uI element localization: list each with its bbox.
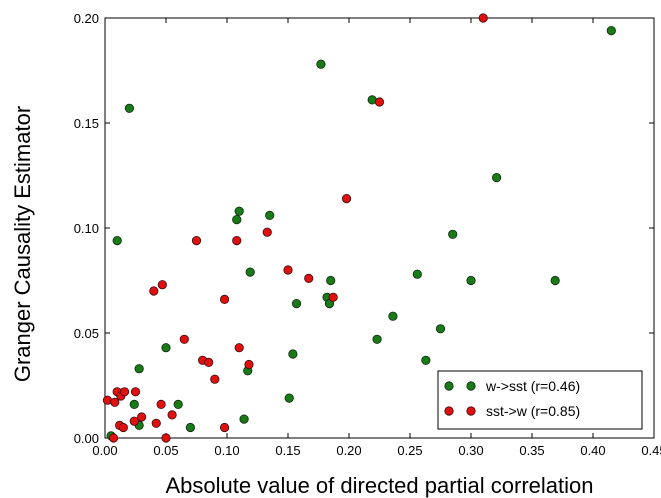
point-sst-w <box>374 97 385 107</box>
point-w-sst <box>288 349 298 359</box>
point-sst-w <box>219 422 230 433</box>
legend-frame <box>437 370 643 430</box>
plot-area: 0.00 0.05 0.10 0.15 0.20 0.25 0.30 0.35 0.40 0.45… <box>74 11 661 458</box>
legend-marker-sst-w-a <box>444 406 454 416</box>
point-w-sst <box>245 267 255 277</box>
x-tick-label: 0.40 <box>580 443 605 458</box>
point-sst-w <box>179 334 189 344</box>
point-sst-w <box>156 399 166 409</box>
x-tick-label: 0.35 <box>519 443 544 458</box>
point-sst-w <box>219 294 230 304</box>
point-w-sst <box>326 275 336 286</box>
point-w-sst <box>372 334 382 344</box>
point-w-sst <box>466 275 476 286</box>
legend-marker-w-sst-b <box>466 381 476 391</box>
point-sst-w <box>157 280 167 290</box>
point-w-sst <box>388 311 398 321</box>
point-w-sst <box>412 269 422 279</box>
point-w-sst <box>239 414 249 424</box>
data-points <box>102 13 616 443</box>
x-tick-label: 0.30 <box>458 443 483 458</box>
point-w-sst <box>161 343 171 353</box>
x-tick-label: 0.00 <box>92 443 117 458</box>
point-sst-w <box>119 387 130 397</box>
point-w-sst <box>284 393 294 403</box>
x-tick-label: 0.10 <box>214 443 239 458</box>
y-tick-label: 0.00 <box>74 431 99 446</box>
x-tick-label: 0.20 <box>336 443 361 458</box>
legend-label-sst-w: sst->w (r=0.85) <box>486 403 580 419</box>
point-w-sst <box>112 236 122 246</box>
point-w-sst <box>435 324 446 334</box>
point-sst-w <box>262 227 272 237</box>
x-axis-ticks: 0.00 0.05 0.10 0.15 0.20 0.25 0.30 0.35 0.40 0.45 <box>92 18 661 458</box>
point-w-sst <box>129 399 139 409</box>
point-w-sst <box>234 206 244 216</box>
point-w-sst <box>291 298 302 309</box>
point-sst-w <box>328 292 338 302</box>
point-w-sst <box>316 59 326 69</box>
x-tick-label: 0.45 <box>641 443 661 458</box>
point-sst-w <box>341 194 352 204</box>
point-sst-w <box>191 236 202 246</box>
legend-label-w-sst: w->sst (r=0.46) <box>485 378 580 394</box>
point-sst-w <box>210 374 220 384</box>
y-tick-label: 0.15 <box>74 116 99 131</box>
point-sst-w <box>129 416 139 426</box>
x-tick-label: 0.25 <box>397 443 422 458</box>
point-w-sst <box>550 275 560 286</box>
point-w-sst <box>492 173 502 183</box>
point-sst-w <box>110 397 120 407</box>
point-sst-w <box>232 236 242 246</box>
point-sst-w <box>478 13 488 23</box>
legend: w->sst (r=0.46) sst->w (r=0.85) <box>437 370 643 430</box>
point-sst-w <box>151 418 161 428</box>
point-w-sst <box>134 364 144 374</box>
y-tick-label: 0.05 <box>74 326 99 341</box>
plot-frame <box>104 17 655 439</box>
point-w-sst <box>173 399 183 409</box>
y-tick-label: 0.20 <box>74 11 99 26</box>
point-w-sst <box>606 26 616 36</box>
legend-marker-sst-w-b <box>466 406 476 416</box>
point-sst-w <box>137 412 147 422</box>
point-sst-w <box>167 410 177 420</box>
point-w-sst <box>185 422 195 433</box>
point-sst-w <box>283 265 293 275</box>
point-sst-w <box>244 359 254 370</box>
y-axis-ticks: 0.00 0.05 0.10 0.15 0.20 <box>74 11 654 446</box>
point-sst-w <box>149 286 159 296</box>
point-sst-w <box>304 273 314 283</box>
point-w-sst <box>448 229 458 239</box>
x-tick-label: 0.15 <box>275 443 300 458</box>
point-sst-w <box>161 433 171 443</box>
point-sst-w <box>108 433 119 443</box>
y-tick-label: 0.10 <box>74 221 99 236</box>
point-sst-w <box>234 343 244 353</box>
point-sst-w <box>130 387 141 397</box>
point-w-sst <box>124 103 134 113</box>
legend-marker-w-sst-a <box>444 381 454 391</box>
point-sst-w <box>118 422 128 433</box>
x-tick-label: 0.05 <box>153 443 178 458</box>
y-axis-title: Granger Causality Estimator <box>10 106 35 382</box>
x-axis-title: Absolute value of directed partial corre… <box>165 473 593 498</box>
point-sst-w <box>204 357 214 367</box>
point-w-sst <box>421 355 431 365</box>
point-w-sst <box>265 210 275 220</box>
point-w-sst <box>232 215 242 225</box>
